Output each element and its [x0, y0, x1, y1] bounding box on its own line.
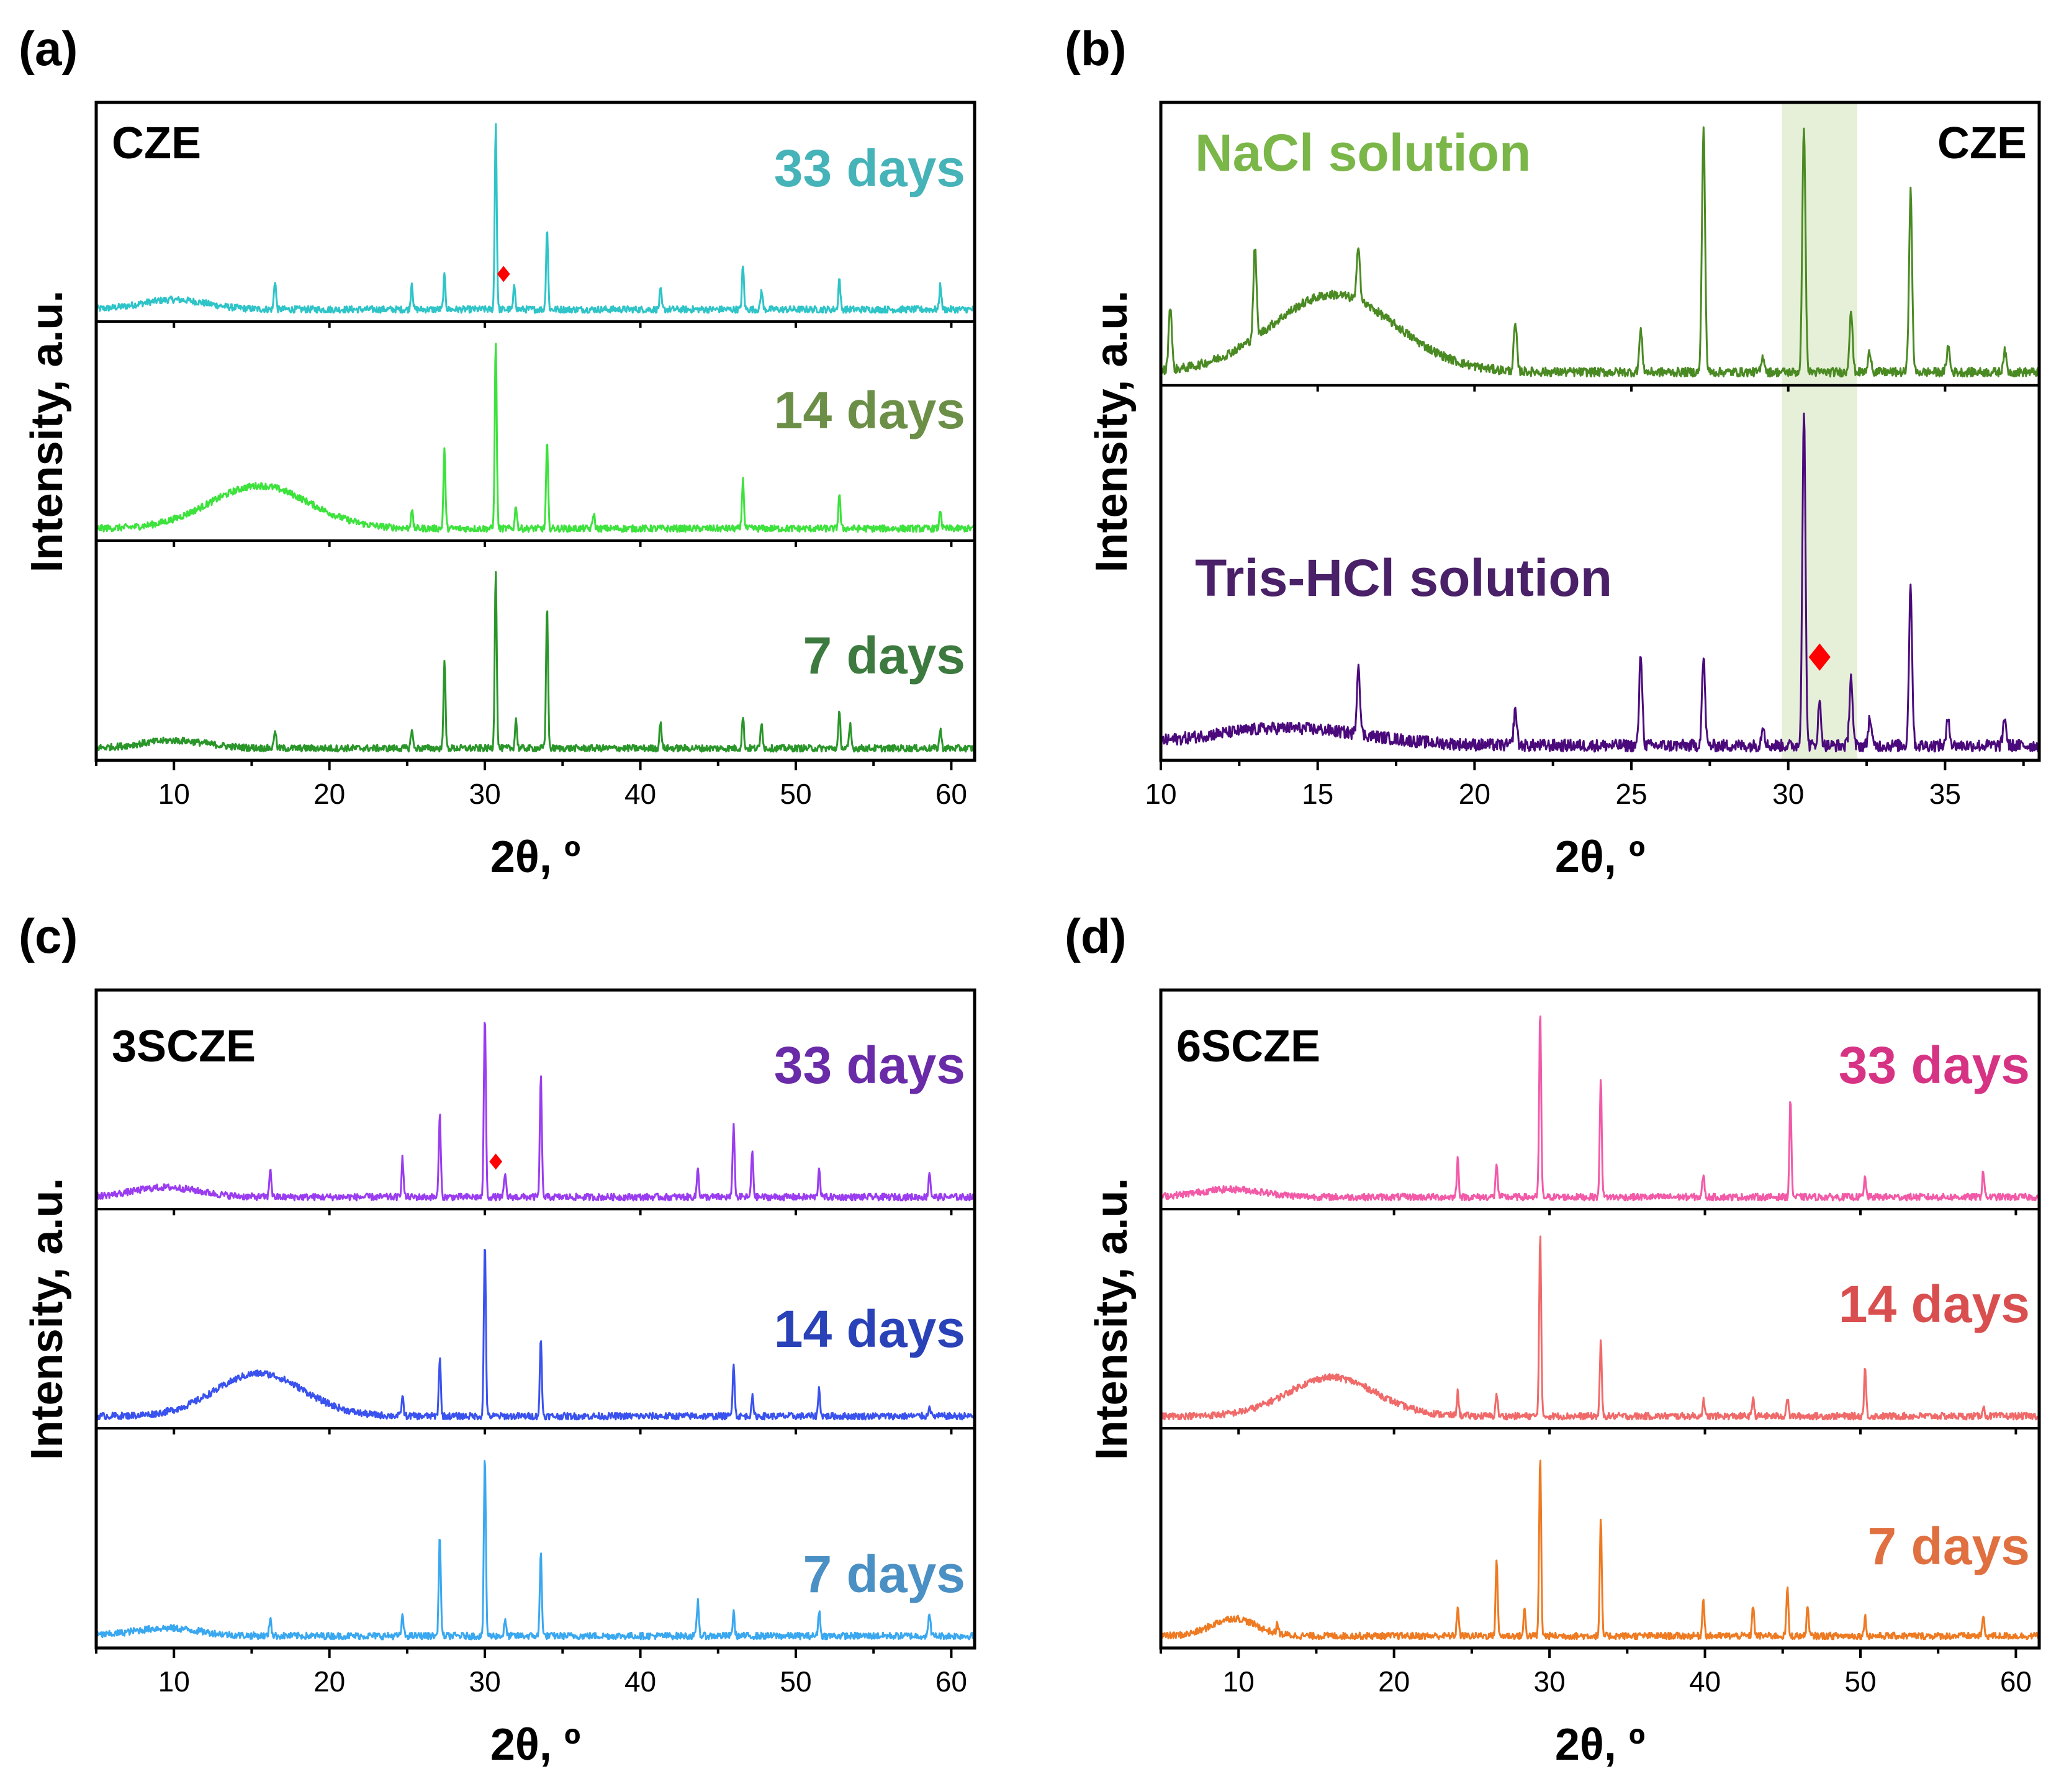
panel-c-frame	[94, 988, 976, 1650]
panel-c-trace-2	[95, 1460, 976, 1641]
panel-c-trace-1	[95, 1249, 976, 1421]
panel-d-trace-2	[1160, 1459, 2040, 1641]
panel-d-series-label-0: 33 days	[1839, 1036, 2030, 1094]
panel-d-y-axis-label: Intensity, a.u.	[1087, 1178, 1137, 1461]
panel-d-x-tick-label-1: 20	[1378, 1665, 1410, 1698]
panel-c-y-axis-label: Intensity, a.u.	[22, 1178, 72, 1461]
panel-a-trace-1	[95, 343, 976, 533]
panel-b-x-tick-label-2: 20	[1459, 778, 1490, 810]
panel-c-series-label-1: 14 days	[774, 1300, 965, 1358]
panel-c-series-label-2: 7 days	[803, 1545, 965, 1603]
panel-b-y-axis-label: Intensity, a.u.	[1087, 290, 1137, 573]
panel-a-x-tick-label-2: 30	[469, 778, 501, 810]
panel-a-y-axis-label: Intensity, a.u.	[22, 290, 72, 573]
panel-d-trace-1	[1160, 1235, 2040, 1421]
panel-a-diamond-marker	[497, 266, 510, 282]
panel-a-series-label-0: 33 days	[774, 139, 965, 197]
panel-c-label: (c)	[19, 909, 78, 963]
panel-b-series-label-1: Tris-HCl solution	[1195, 549, 1612, 607]
panel-b-trace-0	[1160, 126, 2040, 378]
panel-a-label: (a)	[19, 21, 78, 76]
panel-d-x-tick-label-3: 40	[1689, 1665, 1721, 1698]
panel-d-x-tick-label-0: 10	[1223, 1665, 1255, 1698]
panel-a-x-tick-label-4: 50	[780, 778, 811, 810]
panel-b-label: (b)	[1065, 21, 1127, 76]
panel-c-x-tick-label-1: 20	[313, 1665, 345, 1698]
panel-b-x-tick-label-5: 35	[1929, 778, 1961, 810]
panel-c-x-tick-label-4: 50	[780, 1665, 811, 1698]
panel-c-series-label-0: 33 days	[774, 1036, 965, 1094]
panel-c-x-tick-label-0: 10	[158, 1665, 190, 1698]
panel-d-series-label-1: 14 days	[1839, 1275, 2030, 1333]
panel-b-x-tick-label-3: 25	[1615, 778, 1647, 810]
panel-c-x-tick-label-3: 40	[624, 1665, 656, 1698]
panel-b-series-label-0: NaCl solution	[1195, 124, 1531, 182]
panel-d-x-tick-label-4: 50	[1844, 1665, 1876, 1698]
panel-b-x-tick-label-0: 10	[1145, 778, 1176, 810]
panel-a-x-axis-label: 2θ, º	[490, 832, 580, 882]
panel-a-series-label-2: 7 days	[803, 626, 965, 685]
panel-a-trace-2	[96, 571, 976, 753]
panel-d-x-axis-label: 2θ, º	[1555, 1720, 1645, 1770]
panel-c-diamond-marker	[489, 1153, 503, 1170]
panel-a-x-tick-label-3: 40	[624, 778, 656, 810]
panel-a-sample-name: CZE	[112, 119, 201, 168]
panel-a-series-label-1: 14 days	[774, 381, 965, 439]
panel-b-trace-1	[1160, 412, 2040, 753]
panel-b-diamond-marker	[1808, 643, 1831, 671]
panel-d-frame	[1159, 988, 2041, 1650]
panel-d-x-tick-label-2: 30	[1534, 1665, 1566, 1698]
panel-d-trace-0	[1160, 1015, 2040, 1202]
panel-d-label: (d)	[1065, 909, 1127, 963]
panel-a-x-tick-label-5: 60	[935, 778, 967, 810]
panel-c-sample-name: 3SCZE	[112, 1022, 256, 1071]
panel-a-x-tick-label-1: 20	[313, 778, 345, 810]
panel-b-frame	[1159, 101, 2041, 762]
panel-d-sample-name: 6SCZE	[1176, 1022, 1320, 1071]
panel-b-sample-name: CZE	[1937, 119, 2027, 168]
panel-b-x-tick-label-4: 30	[1772, 778, 1804, 810]
panel-b-x-axis-label: 2θ, º	[1555, 832, 1645, 882]
panel-b-x-tick-label-1: 15	[1302, 778, 1333, 810]
panel-c-x-tick-label-5: 60	[935, 1665, 967, 1698]
panel-c-trace-0	[95, 1022, 976, 1202]
panel-c-x-tick-label-2: 30	[469, 1665, 501, 1698]
panel-a-trace-0	[95, 123, 975, 314]
panel-a-x-tick-label-0: 10	[158, 778, 190, 810]
panel-a-frame	[94, 101, 976, 762]
panel-d-x-tick-label-5: 60	[2000, 1665, 2032, 1698]
panel-c-x-axis-label: 2θ, º	[490, 1720, 580, 1770]
panel-d-series-label-2: 7 days	[1867, 1517, 2030, 1575]
